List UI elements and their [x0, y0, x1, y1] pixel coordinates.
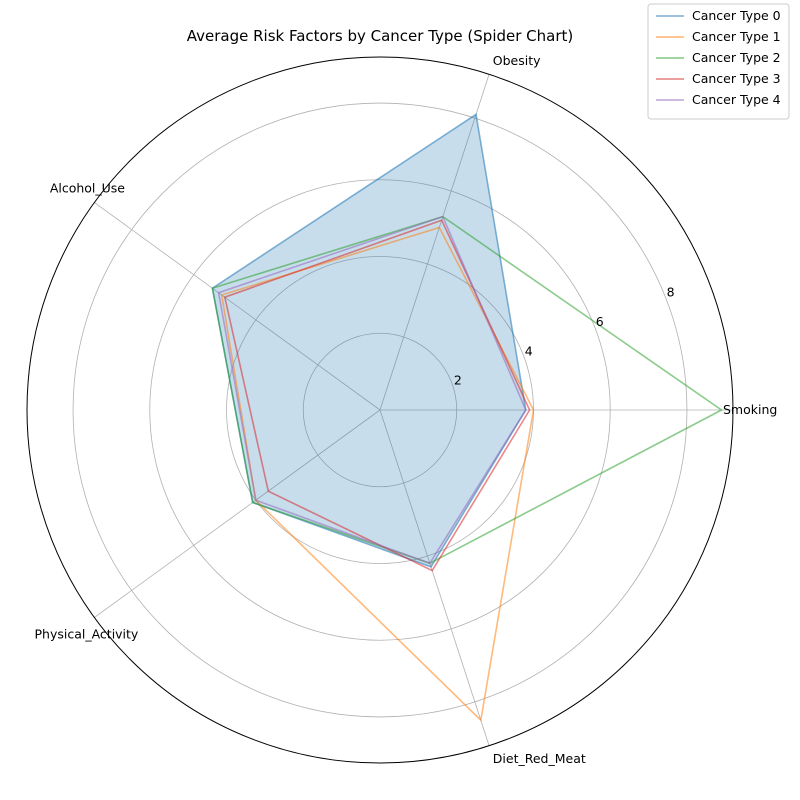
axis-label: Smoking [723, 402, 777, 417]
series-fill [212, 114, 526, 567]
series-line [223, 219, 531, 572]
legend-label: Cancer Type 1 [692, 29, 781, 44]
grid-spoke [379, 74, 490, 411]
radial-tick-label: 4 [525, 343, 533, 358]
radar-grid [26, 56, 734, 764]
legend-label: Cancer Type 0 [692, 8, 781, 23]
radial-tick-label: 6 [596, 314, 604, 329]
axis-label: Alcohol_Use [50, 181, 125, 196]
axis-label: Diet_Red_Meat [493, 751, 586, 766]
legend-label: Cancer Type 3 [692, 71, 781, 86]
series-line [211, 215, 724, 565]
radar-series [211, 113, 724, 722]
radial-tick-label: 8 [667, 285, 675, 300]
axis-label: Physical_Activity [34, 626, 138, 641]
legend-frame [647, 3, 790, 120]
legend-label: Cancer Type 4 [692, 92, 781, 107]
series-line [217, 215, 527, 565]
legend: Cancer Type 0 Cancer Type 1 Cancer Type 2 C… [647, 3, 790, 120]
grid-spoke [94, 202, 381, 411]
chart-title: Average Risk Factors by Cancer Type (Spi… [187, 27, 574, 45]
grid-spoke [379, 409, 490, 746]
radar-labels: 2 4 6 8 Smoking Obesity Alcohol_Use Physical_Ac… [34, 53, 777, 766]
legend-label: Cancer Type 2 [692, 50, 781, 65]
series-line [220, 226, 535, 722]
polar-frame [26, 56, 734, 764]
grid-spoke [94, 409, 381, 618]
axis-label: Obesity [493, 53, 541, 68]
radial-tick-label: 2 [454, 373, 462, 388]
